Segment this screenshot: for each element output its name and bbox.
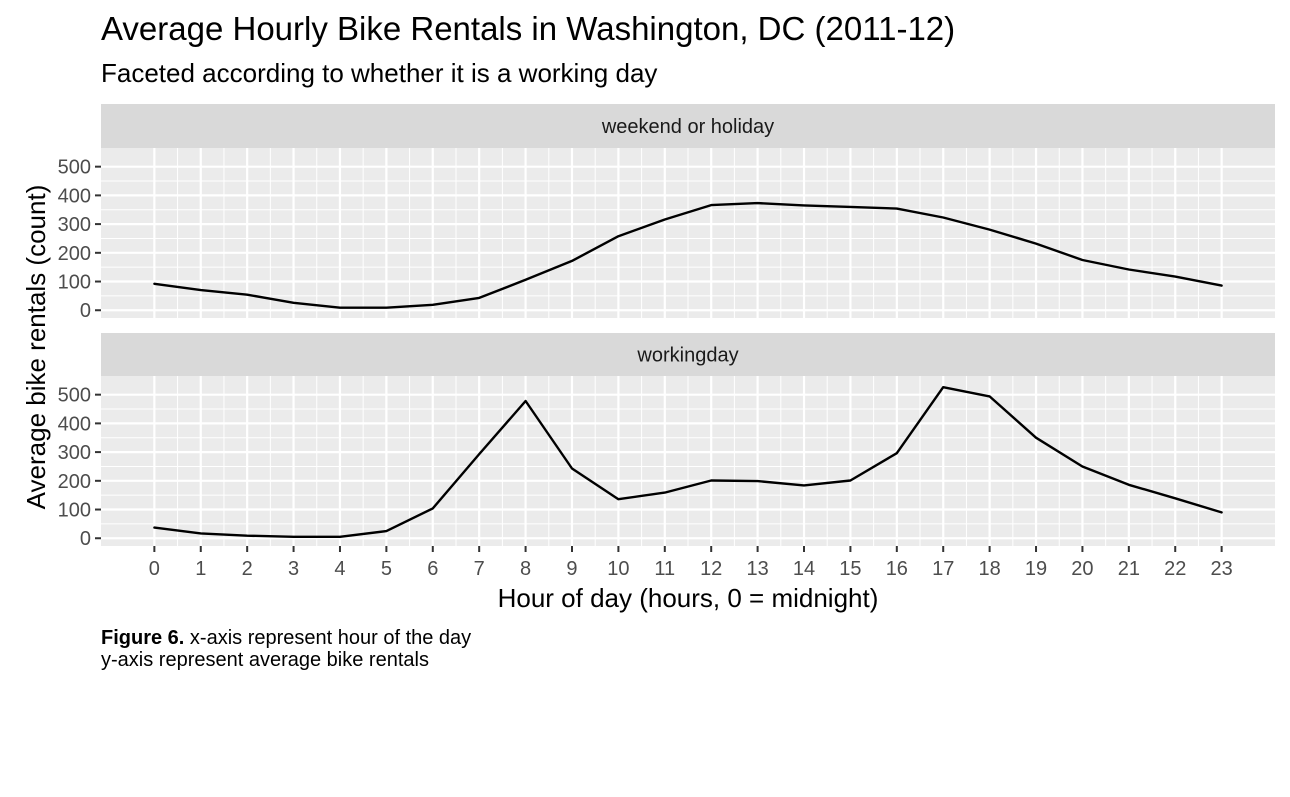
- x-tick-label: 4: [334, 558, 345, 580]
- x-tick-label: 16: [886, 558, 908, 580]
- x-tick-label: 10: [607, 558, 629, 580]
- x-tick-label: 21: [1118, 558, 1140, 580]
- x-tick-label: 22: [1164, 558, 1186, 580]
- chart-title: Average Hourly Bike Rentals in Washingto…: [101, 10, 956, 47]
- x-tick-label: 18: [978, 558, 1000, 580]
- caption-figure-label: Figure 6.: [101, 627, 185, 649]
- y-tick-label: 100: [58, 500, 91, 522]
- y-axis-title: Average bike rentals (count): [21, 185, 51, 510]
- x-tick-label: 0: [149, 558, 160, 580]
- y-tick-label: 400: [58, 413, 91, 435]
- y-tick-label: 200: [58, 243, 91, 265]
- x-tick-label: 8: [520, 558, 531, 580]
- caption-line-1: x-axis represent hour of the day: [184, 627, 472, 649]
- x-tick-label: 9: [566, 558, 577, 580]
- x-tick-label: 17: [932, 558, 954, 580]
- series-line-workingday: [153, 386, 1223, 538]
- y-tick-label: 0: [80, 528, 91, 550]
- y-tick-label: 0: [80, 300, 91, 322]
- y-tick-label: 300: [58, 214, 91, 236]
- y-tick-label: 100: [58, 272, 91, 294]
- series-line-weekend: [153, 201, 1223, 309]
- x-tick-label: 7: [474, 558, 485, 580]
- y-tick-label: 300: [58, 442, 91, 464]
- x-tick-label: 6: [427, 558, 438, 580]
- x-tick-label: 23: [1211, 558, 1233, 580]
- y-tick-label: 500: [58, 385, 91, 407]
- facet-strip-workingday: [101, 333, 1275, 376]
- caption-line-2: y-axis represent average bike rentals: [101, 649, 429, 671]
- x-tick-label: 11: [654, 558, 675, 580]
- x-tick-label: 5: [381, 558, 392, 580]
- x-tick-label: 14: [793, 558, 815, 580]
- facet-label-workingday: workingday: [636, 345, 738, 367]
- x-tick-label: 13: [746, 558, 768, 580]
- x-tick-label: 2: [242, 558, 253, 580]
- y-tick-label: 200: [58, 471, 91, 493]
- x-tick-label: 3: [288, 558, 299, 580]
- y-tick-label: 400: [58, 185, 91, 207]
- figure-caption: Figure 6. x-axis represent hour of the d…: [101, 627, 471, 671]
- y-tick-label: 500: [58, 157, 91, 179]
- x-tick-label: 19: [1025, 558, 1047, 580]
- facet-label-weekend: weekend or holiday: [601, 116, 774, 138]
- x-tick-label: 20: [1071, 558, 1093, 580]
- chart-subtitle: Faceted according to whether it is a wor…: [101, 58, 658, 88]
- facet-strip-weekend: [101, 104, 1275, 148]
- x-tick-label: 15: [839, 558, 861, 580]
- x-tick-label: 1: [195, 558, 206, 580]
- x-axis-title: Hour of day (hours, 0 = midnight): [498, 583, 879, 613]
- x-tick-label: 12: [700, 558, 722, 580]
